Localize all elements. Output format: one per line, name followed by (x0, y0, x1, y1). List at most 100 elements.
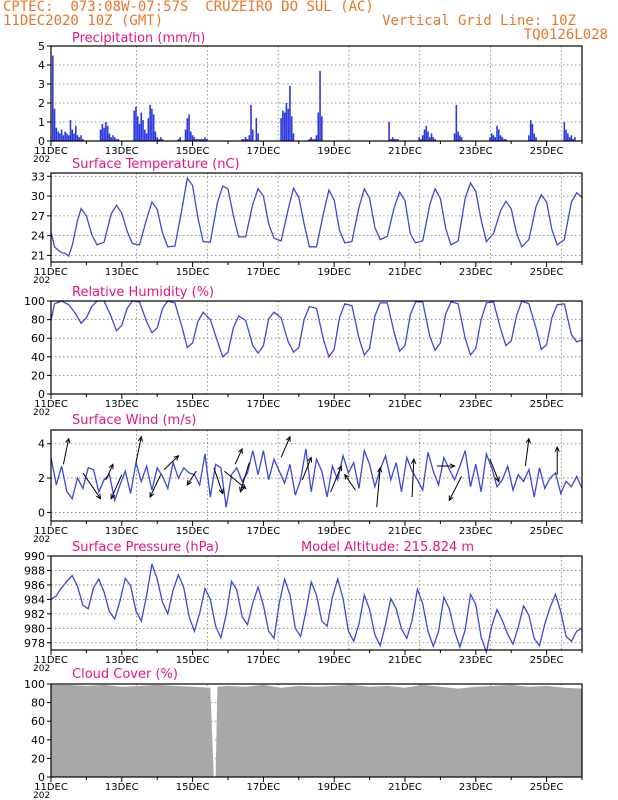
precip-bar (67, 135, 70, 141)
precip-bar (99, 129, 102, 141)
precip-bar (248, 135, 251, 141)
wind-vector-head (65, 437, 71, 444)
precip-bar (391, 137, 394, 141)
wind-vector-head (137, 435, 143, 442)
precip-bar (190, 131, 192, 141)
precip-bar (62, 135, 65, 141)
precip-bar (251, 129, 254, 141)
rh-xtick-label: 17DEC (247, 399, 281, 410)
wind-panel (47, 429, 583, 526)
wind-vector-head (307, 456, 313, 463)
temp-title: Surface Temperature (nC) (72, 157, 240, 172)
pres-series-line (50, 563, 583, 655)
precip-bar (133, 110, 135, 141)
precip-bar (459, 135, 461, 141)
precip-bar (158, 139, 160, 141)
precip-year-label: 202 (33, 155, 50, 165)
precip-bar (186, 118, 189, 141)
precip-bar (138, 123, 141, 141)
rh-title: Relative Humidity (%) (72, 285, 214, 300)
precip-bar (567, 133, 569, 141)
precip-bar (397, 139, 399, 141)
precip-bar (425, 125, 428, 141)
precip-bar (135, 106, 137, 141)
precip-bar (159, 137, 162, 141)
precip-bar (241, 139, 243, 141)
wind-year-label: 202 (33, 535, 50, 545)
precip-bar (191, 135, 194, 141)
precip-bar (535, 137, 537, 141)
cloud-ytick-label: 20 (31, 752, 45, 765)
pres-xtick-label: 19DEC (317, 655, 351, 666)
precip-bar (255, 118, 258, 141)
wind-xtick-label: 15DEC (176, 526, 210, 537)
temp-xtick-label: 25DEC (530, 267, 564, 278)
wind-vector (213, 467, 224, 494)
pres-ytick-label: 988 (24, 564, 45, 577)
precip-bar (563, 122, 566, 141)
precip-bar (421, 135, 424, 141)
rh-xtick-label: 23DEC (459, 399, 493, 410)
precip-xtick-label: 25DEC (530, 146, 564, 157)
precip-bar (195, 139, 197, 141)
header-line3-right: TQ0126L028 (523, 27, 608, 43)
cloud-xtick-label: 25DEC (530, 782, 564, 793)
cloud-xtick-label: 11DEC (34, 782, 68, 793)
cloud-area (51, 684, 582, 777)
precip-xtick-label: 15DEC (176, 146, 210, 157)
precip-bar (244, 137, 247, 141)
temp-panel (47, 172, 583, 267)
precip-bar (152, 114, 155, 141)
precip-bar (250, 104, 252, 141)
precip-bar (315, 135, 318, 141)
wind-vector (234, 448, 243, 465)
header-line1-left: CPTEC: 073:08W-07:57S CRUZEIRO DO SUL (A… (3, 0, 374, 15)
temp-ytick-label: 30 (31, 190, 45, 203)
wind-vector-head (525, 437, 531, 444)
precip-xtick-label: 11DEC (34, 146, 68, 157)
precip-bar (140, 112, 143, 141)
header-line2-left: 11DEC2020 10Z (GMT) (3, 13, 164, 29)
wind-xtick-label: 25DEC (530, 526, 564, 537)
wind-vector-head (110, 493, 116, 500)
precip-bar (430, 133, 433, 141)
precip-bar (188, 114, 190, 141)
temp-series-line (50, 176, 583, 258)
temp-xtick-label: 17DEC (247, 267, 281, 278)
rh-ytick-label: 40 (31, 351, 45, 364)
precip-bar (572, 139, 574, 141)
precip-ytick-label: 1 (38, 116, 45, 129)
precip-bar (285, 103, 288, 141)
wind-vector-head (448, 495, 454, 502)
precip-bar (492, 135, 495, 141)
precip-bar (395, 139, 397, 141)
temp-year-label: 202 (33, 276, 50, 286)
precip-xtick-label: 17DEC (247, 146, 281, 157)
temp-frame (50, 172, 583, 263)
precip-bar (455, 104, 458, 141)
wind-vector (376, 467, 381, 508)
pres-ytick-label: 986 (24, 579, 45, 592)
precip-bar (161, 139, 164, 141)
temp-xtick-label: 21DEC (388, 267, 422, 278)
rh-panel (47, 300, 583, 399)
pres-panel (47, 555, 583, 655)
precip-xtick-label: 21DEC (388, 146, 422, 157)
precip-bar (432, 137, 435, 141)
cloud-frame (50, 683, 583, 778)
wind-ytick-label: 4 (38, 438, 45, 451)
precip-bar (59, 133, 61, 141)
pres-year-label: 202 (33, 664, 50, 674)
precip-bar (319, 70, 321, 141)
pres-xtick-label: 21DEC (388, 655, 422, 666)
rh-xtick-label: 25DEC (530, 399, 564, 410)
wind-vector (301, 457, 312, 480)
rh-xtick-label: 11DEC (34, 399, 68, 410)
precip-bar (531, 123, 534, 141)
cloud-ytick-label: 40 (31, 734, 45, 747)
wind-ytick-label: 2 (38, 472, 45, 485)
temp-ytick-label: 27 (31, 210, 45, 223)
cloud-year-label: 202 (33, 791, 50, 800)
wind-vector-head (149, 491, 155, 498)
precip-bar (427, 131, 429, 141)
